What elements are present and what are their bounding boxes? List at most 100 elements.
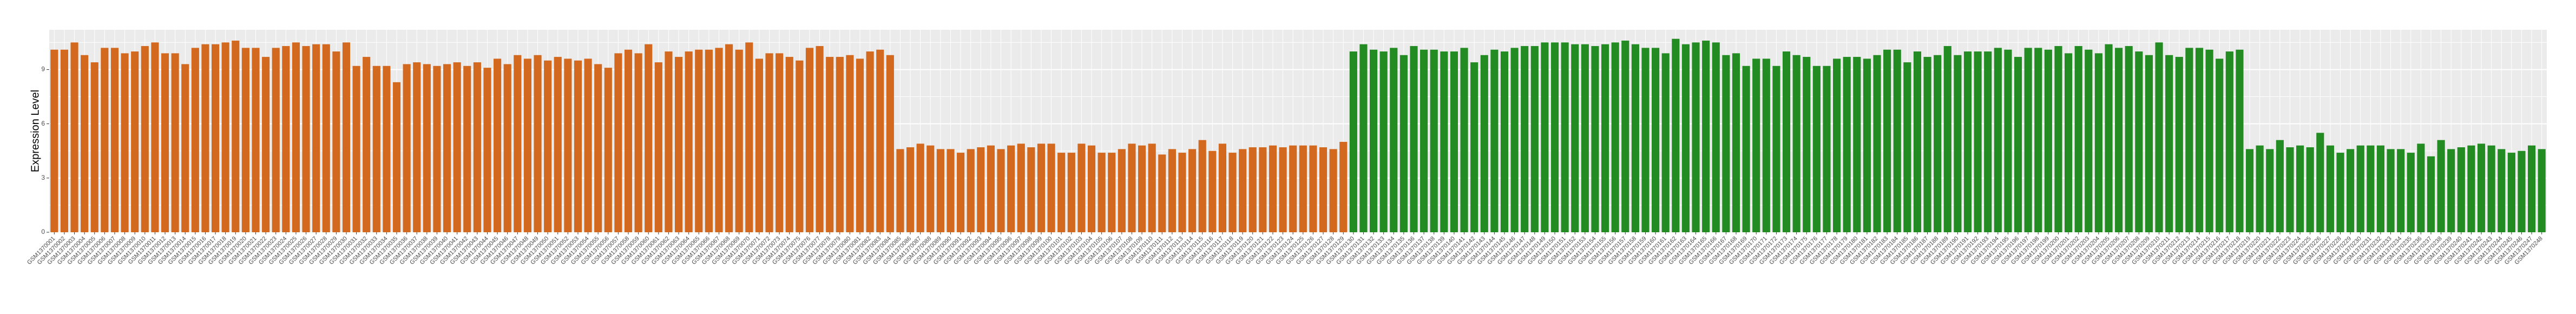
- bar: [241, 48, 249, 233]
- bar: [1218, 143, 1227, 232]
- bar: [1954, 55, 1962, 232]
- bar: [1722, 55, 1730, 232]
- bar: [1128, 143, 1136, 232]
- bar: [665, 51, 673, 233]
- bar: [332, 51, 340, 233]
- bar: [776, 53, 784, 233]
- bar: [1652, 48, 1660, 233]
- bar: [957, 153, 965, 232]
- bar: [2155, 42, 2163, 232]
- bar: [1017, 143, 1025, 232]
- bar: [272, 48, 280, 233]
- bar: [1923, 57, 1931, 232]
- bar: [2135, 51, 2143, 233]
- bar: [856, 58, 864, 232]
- bar: [141, 46, 149, 232]
- bar: [1561, 42, 1569, 232]
- bar: [1390, 48, 1398, 233]
- bar: [322, 44, 330, 232]
- bar: [1792, 55, 1800, 232]
- bar: [1661, 53, 1670, 233]
- bar: [1057, 153, 1066, 232]
- bar: [2417, 143, 2425, 232]
- bar: [2407, 153, 2415, 232]
- bar: [826, 57, 834, 232]
- bar: [2457, 147, 2465, 232]
- bar: [1702, 41, 1710, 233]
- bar: [1248, 147, 1257, 232]
- bar: [936, 149, 944, 232]
- y-tick-label: 9: [41, 66, 45, 73]
- bar: [2467, 145, 2475, 232]
- bar: [1883, 49, 1891, 232]
- bar: [1500, 51, 1509, 233]
- bar: [796, 60, 804, 233]
- bar: [1742, 66, 1750, 233]
- bar: [1782, 51, 1791, 233]
- bar: [282, 46, 290, 232]
- bar: [1591, 46, 1599, 232]
- bar: [2094, 53, 2102, 233]
- bar: [2256, 145, 2264, 232]
- bar: [2447, 149, 2455, 232]
- bar: [2266, 149, 2274, 232]
- bar: [1994, 48, 2002, 233]
- bar: [1601, 44, 1609, 232]
- bar: [453, 62, 461, 232]
- bar: [312, 44, 320, 232]
- bar: [413, 62, 421, 232]
- bar: [614, 53, 622, 233]
- bar: [1903, 62, 1911, 232]
- bar: [997, 149, 1005, 232]
- bar: [1440, 51, 1448, 233]
- bar: [2004, 49, 2012, 232]
- bar: [715, 48, 723, 233]
- bar: [594, 64, 602, 233]
- bar: [876, 49, 884, 232]
- bar: [1712, 42, 1720, 232]
- bar: [1943, 46, 1951, 232]
- bar: [1087, 145, 1096, 232]
- bar: [624, 49, 633, 232]
- bar: [1913, 51, 1922, 233]
- bar: [2125, 46, 2133, 232]
- bar: [1037, 143, 1046, 232]
- bar: [1329, 149, 1337, 232]
- bar: [1732, 53, 1740, 233]
- bar: [2306, 147, 2314, 232]
- bar: [1309, 145, 1317, 232]
- bar: [262, 57, 270, 232]
- bar: [232, 41, 240, 233]
- y-tick-label: 0: [41, 228, 45, 236]
- bar: [1611, 42, 1619, 232]
- bar: [121, 53, 129, 233]
- bar: [2437, 140, 2445, 232]
- bar: [2518, 151, 2526, 232]
- bar: [2245, 149, 2254, 232]
- bar: [2165, 55, 2173, 232]
- bar: [1208, 151, 1217, 232]
- bar: [967, 149, 975, 232]
- bar: [674, 57, 683, 232]
- bar: [2205, 49, 2213, 232]
- bar: [1752, 58, 1760, 232]
- bar: [1762, 58, 1770, 232]
- bar: [554, 57, 562, 232]
- bar: [886, 55, 894, 232]
- bar: [2105, 44, 2113, 232]
- bar: [1319, 147, 1328, 232]
- bar: [131, 51, 139, 233]
- bar: [1480, 55, 1488, 232]
- bar: [765, 53, 773, 233]
- bar: [2538, 149, 2546, 232]
- bar: [201, 44, 209, 232]
- bar: [1077, 143, 1086, 232]
- bar: [2487, 145, 2495, 232]
- bar: [443, 64, 451, 233]
- bar: [352, 66, 360, 233]
- bar: [1692, 42, 1700, 232]
- bar: [685, 51, 693, 233]
- y-tick-label: 3: [41, 174, 45, 181]
- bar: [1974, 51, 1982, 233]
